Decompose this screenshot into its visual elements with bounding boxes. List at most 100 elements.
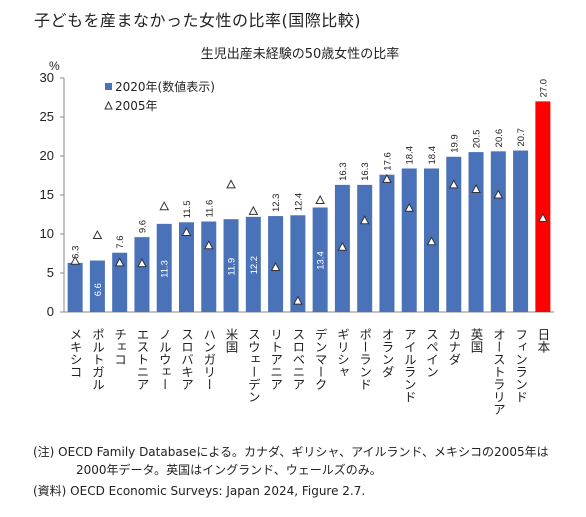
category-label: リトアニア bbox=[268, 328, 283, 391]
bar-value-label: 16.3 bbox=[360, 162, 371, 181]
y-axis-unit: % bbox=[49, 59, 60, 73]
bar bbox=[134, 237, 150, 312]
y-tick-labels: 0 5 10 15 20 25 30 bbox=[40, 70, 64, 319]
category-label: エストニア bbox=[134, 328, 149, 391]
bar-value-label: 11.9 bbox=[227, 258, 238, 276]
category-label: ハンガリー bbox=[201, 328, 216, 391]
bar-value-label: 18.4 bbox=[427, 146, 438, 165]
bar bbox=[201, 221, 217, 312]
triangle-marker bbox=[359, 215, 370, 225]
bar bbox=[446, 156, 462, 312]
y-tick-label: 25 bbox=[40, 109, 54, 124]
bar-value-label: 7.6 bbox=[115, 236, 126, 249]
bar bbox=[67, 262, 83, 312]
bar bbox=[490, 151, 506, 312]
bar bbox=[357, 184, 373, 312]
bar bbox=[290, 215, 306, 312]
bar-value-label: 6.6 bbox=[93, 283, 104, 296]
category-label: スロベニア bbox=[290, 328, 305, 391]
bar-value-label: 20.7 bbox=[516, 128, 527, 147]
category-label: ポーランド bbox=[357, 328, 372, 391]
triangle-marker bbox=[293, 295, 303, 305]
category-label: ギリシャ bbox=[335, 328, 350, 378]
bar-value-label: 12.2 bbox=[249, 256, 260, 275]
bar bbox=[179, 222, 194, 312]
bar-value-label: 12.4 bbox=[293, 193, 304, 212]
bar-value-label: 20.6 bbox=[494, 129, 505, 148]
triangle-marker bbox=[382, 173, 392, 183]
bar-chart: 生児出産未経験の50歳女性の比率 % 0 5 10 15 20 25 30 6.3 6.6 7.… bbox=[40, 46, 554, 416]
triangle-marker bbox=[159, 201, 170, 211]
bar bbox=[468, 152, 484, 312]
triangle-marker bbox=[270, 261, 281, 272]
category-labels: メキシコ ポルトガル チェコ エストニア ノルウェー スロバキア ハンガリー 米国 スウェーデン… bbox=[68, 328, 551, 416]
triangle-marker bbox=[181, 226, 192, 236]
category-label: フィンランド bbox=[513, 328, 528, 403]
bar bbox=[89, 260, 105, 312]
bar-value-label: 11.3 bbox=[160, 260, 171, 278]
category-label: デンマーク bbox=[313, 328, 328, 391]
category-label: チェコ bbox=[112, 328, 127, 366]
bar bbox=[245, 216, 261, 312]
bar bbox=[112, 252, 128, 312]
y-tick-label: 30 bbox=[40, 70, 54, 85]
triangle-marker bbox=[538, 212, 548, 222]
bar-value-label: 17.6 bbox=[382, 152, 393, 171]
page-title: 子どもを産まなかった女性の比率(国際比較) bbox=[34, 11, 361, 30]
triangle-marker bbox=[137, 258, 147, 268]
bar bbox=[223, 219, 239, 312]
bar-value-labels: 6.3 6.6 7.6 9.6 11.3 11.5 11.6 11.9 12.2 12.3 12.4… bbox=[71, 79, 550, 296]
legend-bar-swatch bbox=[105, 83, 112, 90]
legend-bar-label: 2020年(数値表示) bbox=[115, 79, 215, 94]
y-tick-label: 15 bbox=[40, 187, 54, 202]
bar-value-label: 12.3 bbox=[271, 194, 282, 213]
bar-value-label: 19.9 bbox=[449, 134, 460, 153]
triangle-marker bbox=[471, 183, 481, 194]
y-tick-label: 20 bbox=[40, 148, 54, 163]
chart-subtitle: 生児出産未経験の50歳女性の比率 bbox=[201, 46, 400, 62]
triangle-series bbox=[70, 173, 548, 305]
bar bbox=[156, 223, 172, 312]
bar-value-label: 11.6 bbox=[204, 200, 215, 218]
category-label: スウェーデン bbox=[246, 328, 261, 403]
category-label: スロバキア bbox=[179, 328, 194, 391]
legend: 2020年(数値表示) 2005年 bbox=[104, 79, 215, 113]
bar bbox=[535, 101, 551, 313]
bar-value-label: 11.5 bbox=[182, 201, 193, 219]
category-label: オランダ bbox=[379, 328, 394, 378]
bar-value-label: 16.3 bbox=[338, 162, 349, 181]
triangle-marker bbox=[315, 194, 325, 204]
triangle-marker bbox=[448, 179, 459, 189]
triangle-marker bbox=[226, 179, 236, 189]
category-label: メキシコ bbox=[68, 328, 83, 378]
category-label: カナダ bbox=[446, 328, 461, 366]
bar-value-label: 27.0 bbox=[538, 79, 549, 98]
category-label: ノルウェー bbox=[157, 328, 172, 391]
triangle-marker bbox=[248, 205, 259, 215]
category-label: スペイン bbox=[424, 328, 439, 378]
legend-triangle-marker bbox=[104, 100, 113, 110]
bar-value-label: 13.4 bbox=[316, 251, 327, 270]
triangle-marker bbox=[404, 202, 415, 212]
triangle-marker bbox=[70, 255, 80, 265]
category-label: オーストラリア bbox=[491, 328, 506, 416]
source-line: (資料) OECD Economic Surveys: Japan 2024, … bbox=[33, 484, 366, 498]
triangle-marker bbox=[92, 229, 103, 240]
triangle-marker bbox=[426, 236, 437, 246]
triangle-marker bbox=[114, 257, 125, 267]
note-line-2: 2000年データ。英国はイングランド、ウェールズのみ。 bbox=[76, 463, 382, 477]
category-label: ポルトガル bbox=[90, 328, 105, 391]
category-label: 英国 bbox=[469, 328, 484, 353]
bar bbox=[513, 150, 529, 312]
category-label: 日本 bbox=[535, 328, 550, 354]
bar bbox=[312, 207, 328, 312]
bar-value-label: 20.5 bbox=[472, 130, 483, 149]
legend-triangle-label: 2005年 bbox=[115, 99, 158, 113]
category-label: アイルランド bbox=[402, 328, 417, 403]
y-tick-label: 0 bbox=[47, 304, 54, 319]
bar-value-label: 6.3 bbox=[71, 246, 82, 259]
triangle-marker bbox=[493, 189, 504, 199]
bar bbox=[379, 174, 395, 312]
triangle-marker bbox=[337, 241, 348, 251]
bar bbox=[401, 168, 417, 312]
